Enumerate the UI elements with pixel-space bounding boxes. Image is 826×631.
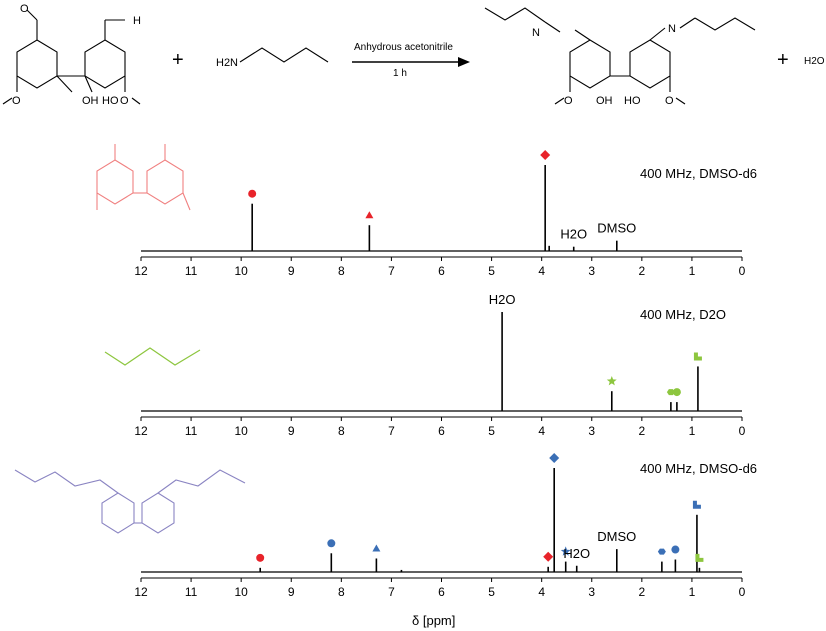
product-hydroxy-2: HO (624, 95, 641, 107)
peak-marker-circle (327, 539, 336, 548)
panel3-title: 400 MHz, DMSO-d6 (640, 461, 757, 476)
x-tick-label: 4 (538, 585, 545, 599)
x-tick-label: 10 (234, 424, 248, 438)
diimine-structure (484, 7, 756, 105)
x-tick-label: 8 (338, 424, 345, 438)
peak-marker-hexagon (666, 389, 675, 396)
x-tick-label: 5 (488, 424, 495, 438)
x-tick-label: 11 (185, 585, 198, 599)
x-tick-label: 10 (234, 264, 248, 278)
panel1-title: 400 MHz, DMSO-d6 (640, 166, 757, 181)
hydroxy-label-2: HO (102, 95, 119, 107)
panel2-title: 400 MHz, D2O (640, 307, 726, 322)
peak-marker-diamond (540, 150, 551, 160)
peak-marker-diamond (549, 453, 560, 463)
peak-label: H2O (560, 227, 587, 242)
imine-n-right: N (668, 23, 676, 35)
peak-marker-star (606, 376, 617, 386)
methoxy-o-right: O (120, 95, 129, 107)
reaction-arrow (352, 57, 470, 67)
x-tick-label: 5 (488, 585, 495, 599)
x-tick-label: 4 (538, 424, 545, 438)
dialdehyde-structure (2, 9, 141, 105)
peak-marker-circle (248, 189, 257, 198)
peak-marker-circle (672, 388, 681, 397)
x-tick-label: 3 (588, 585, 595, 599)
x-tick-label: 9 (288, 585, 295, 599)
x-axis-label: δ [ppm] (412, 613, 455, 628)
product-hydroxy: OH (596, 95, 613, 107)
x-tick-label: 1 (689, 264, 696, 278)
x-tick-label: 1 (689, 424, 696, 438)
reaction-scheme: O H O OH HO O + H2N Anhydrous acetonitri… (2, 3, 825, 107)
x-tick-label: 2 (638, 424, 645, 438)
plus-sign-2: + (777, 49, 789, 71)
product-methoxy-o-left: O (564, 95, 573, 107)
x-tick-label: 5 (488, 264, 495, 278)
x-tick-label: 11 (185, 264, 198, 278)
inset-amine-structure (104, 347, 201, 366)
x-tick-label: 11 (185, 424, 198, 438)
aldehyde-h-right: H (133, 15, 141, 27)
x-tick-label: 2 (638, 264, 645, 278)
plus-sign-1: + (172, 49, 184, 71)
water-label: H2O (804, 56, 825, 67)
x-tick-label: 6 (438, 424, 445, 438)
hydroxy-label: OH (82, 95, 99, 107)
peak-marker-triangle (365, 211, 374, 219)
peak-marker-hexagon (657, 548, 666, 555)
peak-marker-triangle (372, 544, 381, 552)
peak-marker-circle (671, 545, 680, 554)
x-tick-label: 12 (134, 424, 148, 438)
x-tick-label: 9 (288, 424, 295, 438)
peak-label: DMSO (597, 221, 636, 236)
peak-label: H2O (563, 546, 590, 561)
x-tick-label: 4 (538, 264, 545, 278)
peak-marker-square-step (692, 500, 701, 509)
x-tick-label: 0 (739, 424, 746, 438)
x-tick-label: 0 (739, 264, 746, 278)
product-methoxy-o-right: O (665, 95, 674, 107)
methoxy-o-left: O (12, 95, 21, 107)
x-tick-label: 7 (388, 264, 395, 278)
peak-marker-circle (256, 553, 265, 562)
x-tick-label: 7 (388, 585, 395, 599)
x-tick-label: 12 (134, 585, 148, 599)
x-tick-label: 1 (689, 585, 696, 599)
x-tick-label: 9 (288, 264, 295, 278)
reaction-condition-solvent: Anhydrous acetonitrile (354, 42, 453, 53)
amine-label: H2N (216, 57, 238, 69)
x-tick-label: 6 (438, 264, 445, 278)
peak-label: H2O (489, 292, 516, 307)
peak-marker-diamond (543, 551, 554, 562)
peak-label: DMSO (597, 529, 636, 544)
x-tick-label: 3 (588, 264, 595, 278)
x-tick-label: 0 (739, 585, 746, 599)
aldehyde-o-left: O (20, 3, 29, 15)
imine-n-left: N (532, 27, 540, 39)
x-tick-label: 12 (134, 264, 148, 278)
x-tick-label: 6 (438, 585, 445, 599)
peak-marker-star (560, 546, 571, 556)
inset-aldehyde-structure (96, 144, 191, 211)
x-tick-label: 3 (588, 424, 595, 438)
x-tick-label: 2 (638, 585, 645, 599)
inset-imine-structure (14, 469, 246, 534)
reaction-condition-time: 1 h (393, 68, 407, 79)
x-tick-label: 10 (234, 585, 248, 599)
x-tick-label: 8 (338, 264, 345, 278)
peak-marker-square-step (695, 553, 704, 562)
x-tick-label: 8 (338, 585, 345, 599)
x-tick-label: 7 (388, 424, 395, 438)
peak-marker-square-step (693, 352, 702, 361)
butylamine-structure (239, 47, 329, 63)
